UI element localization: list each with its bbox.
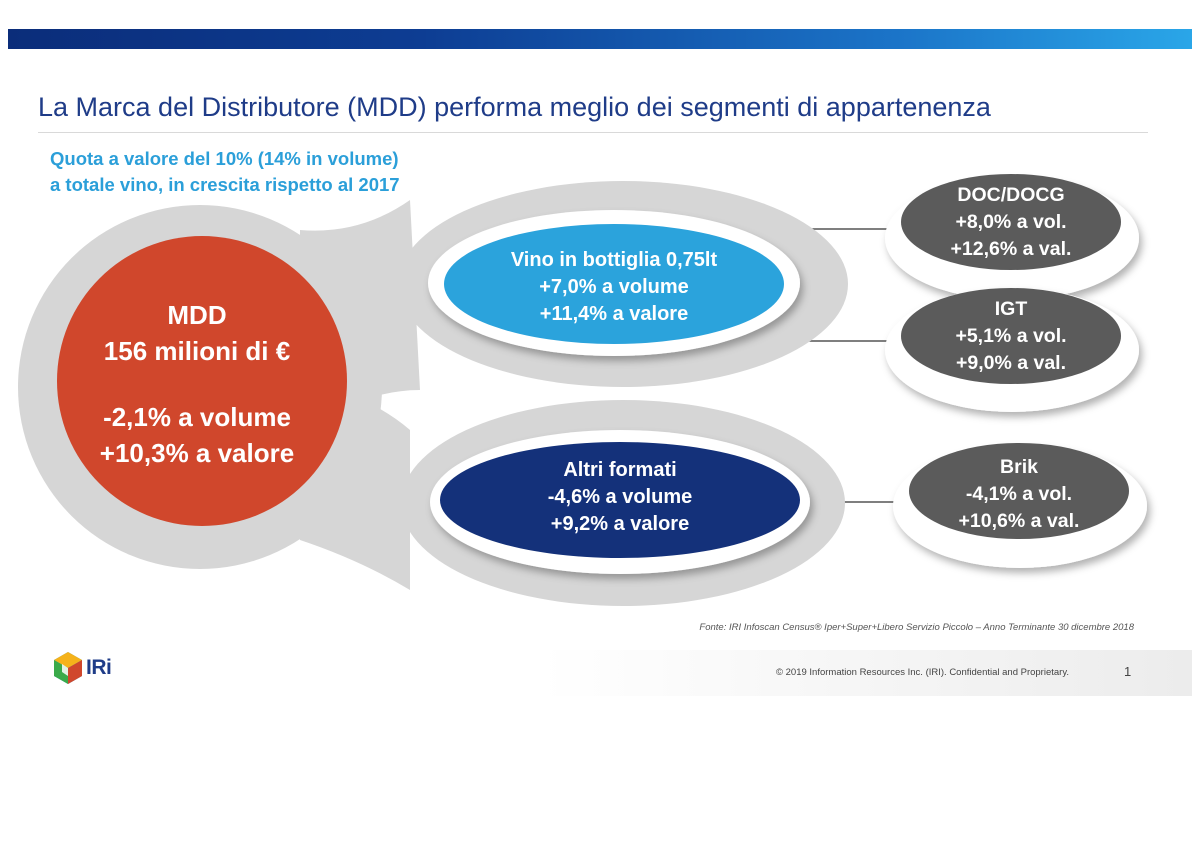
mdd-value: 156 milioni di €: [103, 336, 291, 366]
iri-logo-icon: [54, 652, 82, 684]
leaf-volume: +8,0% a vol.: [955, 211, 1067, 233]
mdd-circle: [57, 236, 347, 526]
background-cutout: [400, 378, 551, 423]
segment-ellipse-bottiglia: [444, 224, 784, 344]
leaf-name: IGT: [994, 298, 1028, 320]
segment-volume: +7,0% a volume: [539, 276, 689, 298]
page-title: La Marca del Distributore (MDD) performa…: [38, 92, 991, 122]
leaf-volume: +5,1% a vol.: [955, 325, 1067, 347]
top-gradient-bar: [8, 29, 1192, 49]
source-note: Fonte: IRI Infoscan Census® Iper+Super+L…: [699, 622, 1134, 633]
page-number: 1: [1124, 664, 1132, 679]
title-divider: [38, 132, 1148, 133]
mdd-label: MDD: [167, 300, 227, 330]
leaf-text-doc: DOC/DOCG +8,0% a vol. +12,6% a val.: [911, 182, 1111, 263]
segment-volume: -4,6% a volume: [547, 486, 693, 508]
subtitle: Quota a valore del 10% (14% in volume) a…: [50, 146, 400, 198]
segment-name: Altri formati: [563, 459, 677, 481]
segment-valore: +11,4% a valore: [539, 303, 689, 325]
mdd-valore: +10,3% a valore: [99, 438, 295, 468]
subtitle-line-1: Quota a valore del 10% (14% in volume): [50, 148, 399, 169]
leaf-text-brik: Brik -4,1% a vol. +10,6% a val.: [919, 454, 1119, 535]
segment-text-bottiglia: Vino in bottiglia 0,75lt +7,0% a volume …: [464, 247, 764, 328]
segment-name: Vino in bottiglia 0,75lt: [510, 249, 718, 271]
segment-valore: +9,2% a valore: [550, 513, 690, 535]
segment-text-altri-formati: Altri formati -4,6% a volume +9,2% a val…: [470, 457, 770, 538]
footer-band: [8, 650, 1192, 696]
mdd-volume: -2,1% a volume: [103, 402, 291, 432]
subtitle-line-2: a totale vino, in crescita rispetto al 2…: [50, 174, 400, 195]
leaf-valore: +9,0% a val.: [955, 352, 1067, 374]
leaf-name: Brik: [1000, 456, 1038, 478]
mdd-text: MDD 156 milioni di € -2,1% a volume +10,…: [60, 297, 334, 471]
leaf-text-igt: IGT +5,1% a vol. +9,0% a val.: [911, 296, 1111, 377]
leaf-ellipse-brik: [909, 443, 1129, 539]
copyright-text: © 2019 Information Resources Inc. (IRI).…: [776, 667, 1070, 678]
leaf-volume: -4,1% a vol.: [965, 483, 1073, 505]
leaf-ellipse-doc: [901, 174, 1121, 270]
leaf-ellipse-igt: [901, 288, 1121, 384]
leaf-valore: +12,6% a val.: [950, 238, 1072, 260]
leaf-name: DOC/DOCG: [957, 184, 1065, 206]
logo-text: IRi: [86, 656, 112, 679]
leaf-valore: +10,6% a val.: [958, 510, 1080, 532]
segment-ellipse-altri-formati: [440, 442, 800, 558]
